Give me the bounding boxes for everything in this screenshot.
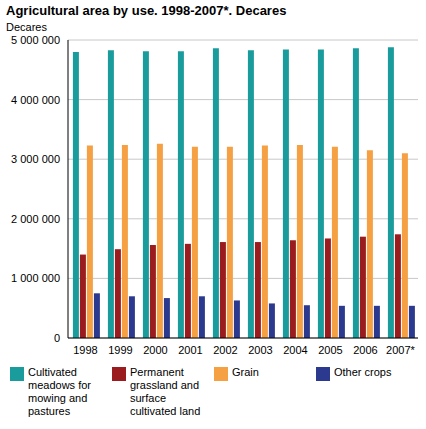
svg-text:2 000 000: 2 000 000	[11, 213, 60, 225]
svg-text:0: 0	[54, 332, 60, 344]
svg-text:1 000 000: 1 000 000	[11, 272, 60, 284]
svg-text:2005: 2005	[318, 344, 342, 356]
html-text:Other crops: Other crops	[334, 366, 392, 378]
svg-text:2003: 2003	[248, 344, 272, 356]
svg-text:5 000 000: 5 000 000	[11, 34, 60, 46]
html-text:Agricultural area by use. 1998: Agricultural area by use. 1998-2007*. De…	[6, 3, 287, 18]
html-text:Grain: Grain	[232, 366, 259, 378]
svg-text:1999: 1999	[108, 344, 132, 356]
svg-text:2000: 2000	[143, 344, 167, 356]
html-text:Cultivated meadows for mowing: Cultivated meadows for mowing and pastur…	[28, 366, 91, 417]
svg-text:3 000 000: 3 000 000	[11, 153, 60, 165]
html-text:Permanent grassland and surfac: Permanent grassland and surface cultivat…	[130, 366, 201, 417]
svg-text:2004: 2004	[283, 344, 307, 356]
svg-text:1998: 1998	[73, 344, 97, 356]
svg-text:2002: 2002	[213, 344, 237, 356]
svg-text:2001: 2001	[178, 344, 202, 356]
svg-text:2006: 2006	[353, 344, 377, 356]
svg-text:2007*: 2007*	[386, 344, 415, 356]
html-text:Decares: Decares	[6, 21, 47, 33]
svg-text:4 000 000: 4 000 000	[11, 94, 60, 106]
